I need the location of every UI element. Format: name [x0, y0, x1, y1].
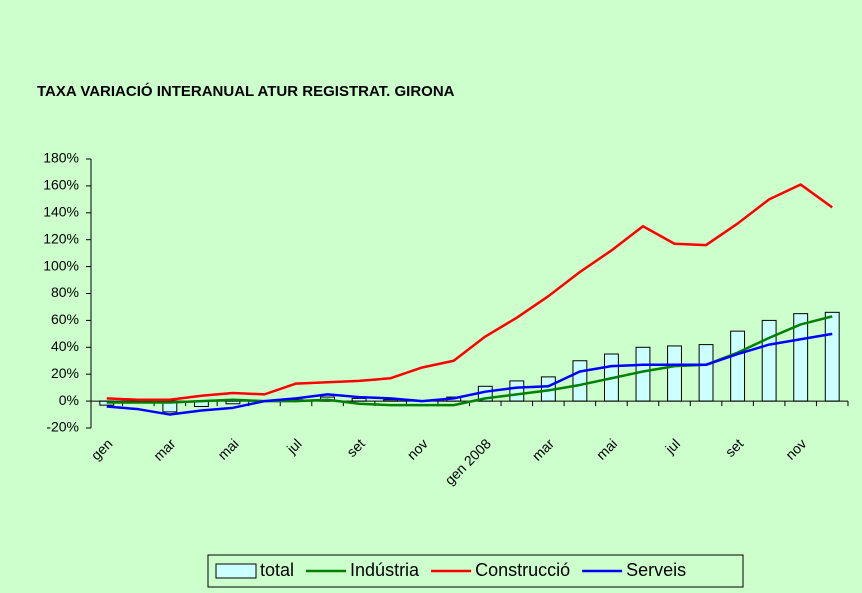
y-tick-label: 40% — [51, 338, 79, 354]
bar — [824, 311, 840, 402]
bar — [730, 330, 746, 402]
legend-label: total — [260, 560, 294, 580]
chart-title: TAXA VARIACIÓ INTERANUAL ATUR REGISTRAT.… — [37, 82, 455, 100]
x-tick-label: mai — [593, 435, 620, 462]
y-tick-label: 60% — [51, 311, 79, 327]
x-tick-label: jul — [661, 435, 683, 457]
legend-label: Indústria — [350, 560, 420, 580]
line — [106, 315, 833, 407]
x-tick-label: set — [722, 435, 747, 460]
bar — [761, 319, 777, 402]
bar — [509, 380, 525, 402]
legend-label: Serveis — [626, 560, 686, 580]
x-tick-label: mai — [214, 435, 241, 462]
legend-key — [215, 563, 257, 579]
bar — [667, 345, 682, 402]
y-tick-label: 140% — [43, 204, 79, 220]
bar — [635, 346, 651, 402]
bar — [572, 360, 588, 402]
legend-box — [207, 554, 744, 588]
y-tick-label: 160% — [43, 177, 79, 193]
y-tick-label: 100% — [43, 257, 79, 273]
y-tick-label: 120% — [43, 230, 79, 246]
x-tick-label: gen — [88, 435, 116, 463]
legend-label: Construcció — [475, 560, 570, 580]
x-tick-label: nov — [782, 435, 809, 462]
line — [106, 332, 833, 416]
x-tick-label: mar — [529, 435, 558, 464]
y-tick-label: 20% — [51, 365, 79, 381]
y-tick-label: -20% — [46, 419, 79, 435]
y-tick-label: 80% — [51, 284, 79, 300]
x-tick-label: jul — [283, 435, 305, 457]
y-tick-label: 180% — [43, 150, 79, 166]
x-tick-label: nov — [404, 435, 431, 462]
x-tick-label: gen 2008 — [441, 435, 494, 488]
x-tick-label: mar — [150, 435, 179, 464]
bar — [698, 344, 714, 402]
line — [106, 183, 833, 402]
y-tick-label: 0% — [59, 392, 79, 408]
x-tick-label: set — [343, 435, 368, 460]
